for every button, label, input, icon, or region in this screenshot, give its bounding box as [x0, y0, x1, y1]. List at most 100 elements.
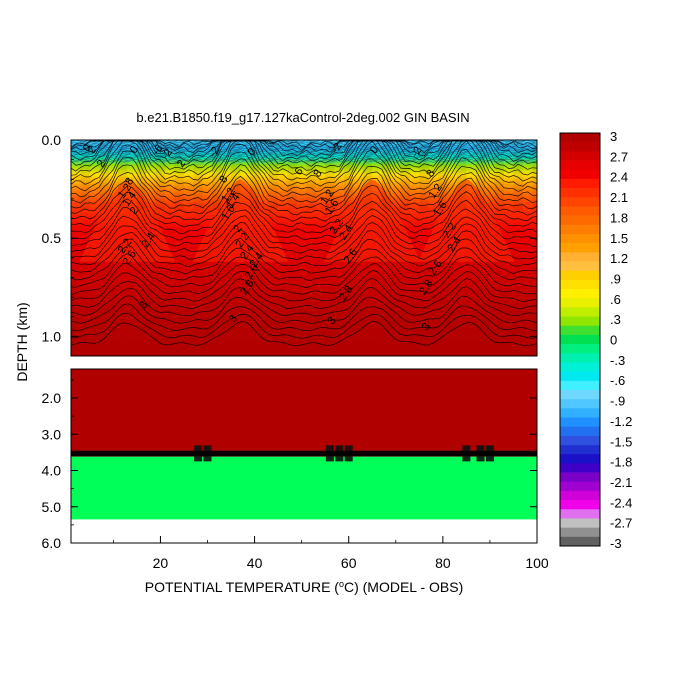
warm-dome-3: [324, 179, 421, 262]
colorbar-label: -1.8: [610, 455, 632, 470]
colorbar-swatch: [560, 279, 600, 290]
x-tick-label: 60: [341, 555, 357, 571]
colorbar-swatch: [560, 389, 600, 400]
lower-y-tick-label: 6.0: [42, 535, 62, 551]
colorbar-swatch: [560, 353, 600, 363]
chart-title: b.e21.B1850.f19_g17.127kaControl-2deg.00…: [136, 110, 469, 125]
colorbar-swatch: [560, 206, 600, 216]
colorbar-swatch: [560, 261, 600, 271]
contour-line: [71, 286, 537, 317]
colorbar-swatch: [560, 344, 600, 354]
contour-line: [71, 270, 537, 302]
colorbar-swatch: [560, 142, 600, 152]
contour-label: 3: [137, 299, 150, 311]
x-axis-label-degree: o: [339, 579, 344, 589]
colorbar-swatch: [560, 490, 600, 501]
colorbar-swatch: [560, 169, 600, 180]
contour-label: 2: [95, 158, 108, 170]
contour-line: [71, 169, 537, 216]
surface-contour-line: [71, 146, 537, 149]
contour-label: 2: [175, 158, 188, 170]
lower-y-tick-label: 3.0: [42, 426, 62, 442]
colorbar-label: -3: [610, 536, 622, 551]
colorbar-label: -1.5: [610, 434, 632, 449]
colorbar-swatch: [560, 472, 600, 483]
contour-line: [71, 184, 537, 228]
contour-label: 3: [325, 315, 338, 327]
colorbar-swatch: [560, 316, 600, 327]
upper-y-axis: 0.0 0.5 1.0: [42, 132, 537, 357]
surface-contour-line: [71, 141, 537, 144]
upper-panel-frame: [70, 139, 538, 357]
contour-line: [71, 175, 537, 222]
column-streak: [513, 140, 523, 210]
colorbar-swatch: [560, 133, 600, 143]
depth-layer-4: [71, 519, 537, 543]
colorbar-swatch: [560, 408, 600, 418]
x-axis-label-part-2: C) (MODEL - OBS): [344, 579, 463, 595]
column-streak: [155, 140, 166, 210]
colorbar-swatch: [560, 334, 600, 345]
colorbar-swatch: [560, 380, 600, 391]
surface-contour-line: [71, 140, 537, 143]
contour-label: 8: [217, 174, 230, 186]
contour-label: 0: [81, 142, 94, 154]
contour-line: [71, 215, 537, 254]
surface-contour-line: [71, 152, 537, 155]
lower-panel-frame: [70, 368, 538, 544]
lower-y-tick-label: 4.0: [42, 463, 62, 479]
colorbar-swatch: [560, 371, 600, 382]
surface-contour-line: [71, 147, 537, 151]
colorbar-swatch: [560, 527, 600, 538]
column-streak: [80, 140, 90, 210]
colorbar-swatch: [560, 518, 600, 528]
colorbar-swatch: [560, 454, 600, 464]
contour-line: [71, 191, 537, 234]
colorbar-label: .3: [610, 312, 621, 327]
column-streak: [344, 140, 354, 210]
column-streak: [249, 140, 260, 210]
colorbar-swatch: [560, 536, 600, 547]
contour-label: 2: [128, 205, 141, 217]
colorbar-swatch: [560, 298, 600, 308]
column-streak: [212, 140, 222, 210]
colorbar-swatch: [560, 509, 600, 519]
column-streak: [99, 140, 109, 210]
contour-label: 2: [85, 144, 98, 156]
surface-contour-line: [71, 155, 537, 158]
x-tick-label: 80: [435, 555, 451, 571]
column-streak: [118, 140, 128, 210]
contour-line: [71, 277, 537, 310]
colorbar-label: -2.7: [610, 516, 632, 531]
colorbar-swatch: [560, 417, 600, 427]
contour-line: [71, 303, 537, 332]
contour-label: 0: [368, 144, 381, 156]
x-tick-label: 20: [153, 555, 169, 571]
warm-dome-2: [192, 179, 289, 262]
colorbar-swatch: [560, 500, 600, 510]
colorbar-swatch: [560, 481, 600, 492]
contour-line: [71, 253, 537, 288]
depth-layer-1: [71, 369, 537, 451]
contour-label: 8: [424, 168, 437, 180]
contour-line: [71, 140, 537, 187]
colorbar-label: -2.4: [610, 495, 632, 510]
upper-contour-labels: 02 0 -6-2 -2 0 -2 0 -262 281.21.481.21.41.681.21…: [81, 141, 464, 333]
column-streak: [362, 140, 373, 210]
colorbar-swatch: [560, 215, 600, 226]
column-streak: [174, 140, 184, 210]
contour-label: 2: [231, 223, 244, 235]
colorbar-label: 1.8: [610, 210, 628, 225]
colorbar-label: 1.2: [610, 251, 628, 266]
colorbar-frame: [559, 132, 601, 547]
column-streak: [438, 140, 448, 210]
column-streak: [494, 140, 504, 210]
contour-label: 3: [227, 313, 240, 325]
colorbar-swatch: [560, 233, 600, 244]
colorbar-swatch: [560, 151, 600, 161]
colorbar-swatch: [560, 362, 600, 372]
contour-line: [71, 229, 537, 268]
colorbar-label: -.6: [610, 373, 625, 388]
contour-label: 8: [123, 176, 136, 188]
column-streak: [325, 140, 335, 210]
